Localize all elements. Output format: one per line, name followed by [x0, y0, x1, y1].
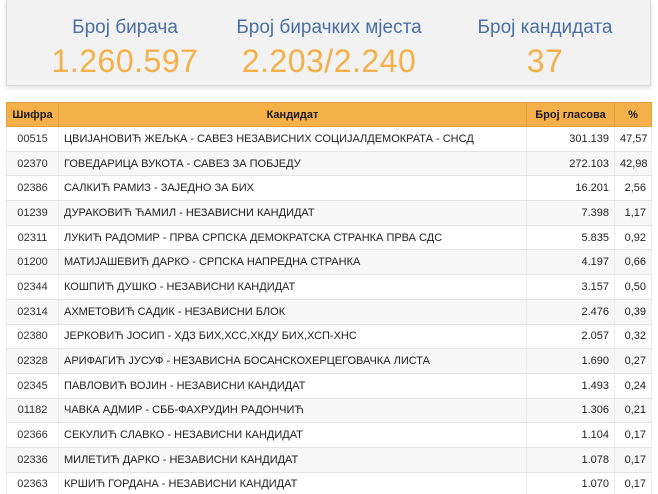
- cell-candidate: КРШИЋ ГОРДАНА - НЕЗАВИСНИ КАНДИДАТ: [58, 472, 527, 494]
- cell-code: 02336: [6, 447, 59, 473]
- cell-code: 01200: [6, 249, 59, 276]
- cell-candidate: МАТИЈАШЕВИЋ ДАРКО - СРПСКА НАПРЕДНА СТРА…: [58, 249, 527, 276]
- cell-votes: 3.157: [526, 274, 615, 300]
- cell-code: 02311: [6, 225, 59, 251]
- cell-percent: 0,17: [614, 422, 652, 448]
- stat-voters-value: 1.260.597: [51, 43, 199, 79]
- cell-votes: 1.493: [526, 373, 615, 399]
- cell-code: 02363: [6, 472, 59, 494]
- cell-votes: 2.476: [526, 299, 615, 325]
- table-row: 02363 КРШИЋ ГОРДАНА - НЕЗАВИСНИ КАНДИДАТ 1…: [6, 472, 652, 494]
- stat-candidates-value: 37: [526, 43, 564, 79]
- stat-polling-places: Број бирачких мјеста 2.203/2.240: [229, 0, 429, 80]
- cell-candidate: ГОВЕДАРИЦА ВУКОТА - САВЕЗ ЗА ПОБЈЕДУ: [58, 151, 527, 177]
- header-percent[interactable]: %: [614, 102, 652, 127]
- cell-percent: 0,24: [614, 373, 652, 399]
- cell-code: 01182: [6, 398, 59, 424]
- cell-votes: 16.201: [526, 175, 615, 202]
- cell-candidate: ЛУКИЋ РАДОМИР - ПРВА СРПСКА ДЕМОКРАТСКА …: [58, 225, 527, 251]
- cell-candidate: МИЛЕТИЋ ДАРКО - НЕЗАВИСНИ КАНДИДАТ: [58, 447, 527, 473]
- stats-panel: Број бирача 1.260.597 Број бирачких мјес…: [6, 0, 651, 86]
- cell-votes: 1.690: [526, 348, 615, 374]
- stat-candidates-label: Број кандидата: [477, 17, 613, 38]
- stat-voters-label: Број бирача: [72, 17, 178, 38]
- table-row: 02314 АХМЕТОВИЋ САДИК - НЕЗАВИСНИ БЛОК 2.4…: [6, 299, 652, 325]
- cell-candidate: ЧАВКА АДМИР - СББ-ФАХРУДИН РАДОНЧИЋ: [58, 398, 527, 424]
- cell-candidate: ЈЕРКОВИЋ ЈОСИП - ХДЗ БИХ,ХСС,ХКДУ БИХ,ХС…: [58, 324, 527, 350]
- cell-code: 02344: [6, 274, 59, 300]
- table-row: 01182 ЧАВКА АДМИР - СББ-ФАХРУДИН РАДОНЧИЋ…: [6, 398, 652, 424]
- header-votes[interactable]: Број гласова: [526, 102, 615, 127]
- table-row: 02386 САЛКИЋ РАМИЗ - ЗАЈЕДНО ЗА БИХ 16.201…: [6, 175, 652, 202]
- header-code[interactable]: Шифра: [6, 102, 59, 127]
- cell-candidate: АРИФАГИЋ ЈУСУФ - НЕЗАВИСНА БОСАНСКОХЕРЦЕ…: [58, 348, 527, 374]
- cell-candidate: ЦВИЈАНОВИЋ ЖЕЉКА - САВЕЗ НЕЗАВИСНИХ СОЦИ…: [58, 126, 527, 152]
- cell-code: 02386: [6, 175, 59, 202]
- cell-percent: 42,98: [614, 151, 652, 177]
- cell-candidate: САЛКИЋ РАМИЗ - ЗАЈЕДНО ЗА БИХ: [58, 175, 527, 202]
- cell-votes: 2.057: [526, 324, 615, 350]
- cell-votes: 7.398: [526, 200, 615, 226]
- cell-code: 02380: [6, 324, 59, 350]
- cell-votes: 1.104: [526, 422, 615, 448]
- cell-percent: 0,92: [614, 225, 652, 251]
- table-row: 01200 МАТИЈАШЕВИЋ ДАРКО - СРПСКА НАПРЕДНА…: [6, 249, 652, 276]
- table-row: 02336 МИЛЕТИЋ ДАРКО - НЕЗАВИСНИ КАНДИДАТ 1…: [6, 447, 652, 473]
- cell-candidate: АХМЕТОВИЋ САДИК - НЕЗАВИСНИ БЛОК: [58, 299, 527, 325]
- cell-percent: 0,66: [614, 249, 652, 276]
- table-row: 02380 ЈЕРКОВИЋ ЈОСИП - ХДЗ БИХ,ХСС,ХКДУ Б…: [6, 324, 652, 350]
- stat-polling-places-value: 2.203/2.240: [241, 43, 417, 79]
- cell-code: 02345: [6, 373, 59, 399]
- cell-votes: 1.078: [526, 447, 615, 473]
- cell-candidate: СЕКУЛИЋ СЛАВКО - НЕЗАВИСНИ КАНДИДАТ: [58, 422, 527, 448]
- cell-votes: 4.197: [526, 249, 615, 276]
- cell-candidate: ПАВЛОВИЋ ВОЈИН - НЕЗАВИСНИ КАНДИДАТ: [58, 373, 527, 399]
- cell-candidate: ДУРАКОВИЋ ЋАМИЛ - НЕЗАВИСНИ КАНДИДАТ: [58, 200, 527, 226]
- cell-votes: 301.139: [526, 126, 615, 152]
- cell-percent: 47,57: [614, 126, 652, 152]
- table-row: 02344 КОШПИЋ ДУШКО - НЕЗАВИСНИ КАНДИДАТ 3.…: [6, 274, 652, 300]
- stat-voters: Број бирача 1.260.597: [25, 0, 225, 80]
- stat-candidates: Број кандидата 37: [445, 0, 645, 80]
- table-row: 02366 СЕКУЛИЋ СЛАВКО - НЕЗАВИСНИ КАНДИДАТ…: [6, 422, 652, 448]
- table-row: 00515 ЦВИЈАНОВИЋ ЖЕЉКА - САВЕЗ НЕЗАВИСНИХ…: [6, 126, 652, 152]
- cell-percent: 1,17: [614, 200, 652, 226]
- cell-code: 01239: [6, 200, 59, 226]
- cell-code: 02314: [6, 299, 59, 325]
- cell-votes: 272.103: [526, 151, 615, 177]
- cell-percent: 0,21: [614, 398, 652, 424]
- cell-candidate: КОШПИЋ ДУШКО - НЕЗАВИСНИ КАНДИДАТ: [58, 274, 527, 300]
- cell-code: 00515: [6, 126, 59, 152]
- cell-percent: 0,17: [614, 472, 652, 494]
- table-row: 02345 ПАВЛОВИЋ ВОЈИН - НЕЗАВИСНИ КАНДИДАТ…: [6, 373, 652, 399]
- header-candidate[interactable]: Кандидат: [58, 102, 527, 127]
- table-row: 02328 АРИФАГИЋ ЈУСУФ - НЕЗАВИСНА БОСАНСКО…: [6, 348, 652, 374]
- table-row: 02311 ЛУКИЋ РАДОМИР - ПРВА СРПСКА ДЕМОКРА…: [6, 225, 652, 251]
- table-header-row: Шифра Кандидат Број гласова %: [6, 102, 652, 127]
- cell-percent: 2,56: [614, 175, 652, 202]
- cell-percent: 0,17: [614, 447, 652, 473]
- cell-code: 02366: [6, 422, 59, 448]
- table-row: 02370 ГОВЕДАРИЦА ВУКОТА - САВЕЗ ЗА ПОБЈЕД…: [6, 151, 652, 177]
- cell-percent: 0,32: [614, 324, 652, 350]
- results-table: Шифра Кандидат Број гласова % 00515 ЦВИЈА…: [6, 102, 652, 494]
- stat-polling-places-label: Број бирачких мјеста: [236, 17, 422, 38]
- cell-votes: 5.835: [526, 225, 615, 251]
- cell-code: 02370: [6, 151, 59, 177]
- cell-percent: 0,50: [614, 274, 652, 300]
- cell-votes: 1.306: [526, 398, 615, 424]
- cell-percent: 0,39: [614, 299, 652, 325]
- table-row: 01239 ДУРАКОВИЋ ЋАМИЛ - НЕЗАВИСНИ КАНДИДА…: [6, 200, 652, 226]
- cell-percent: 0,27: [614, 348, 652, 374]
- cell-votes: 1.070: [526, 472, 615, 494]
- cell-code: 02328: [6, 348, 59, 374]
